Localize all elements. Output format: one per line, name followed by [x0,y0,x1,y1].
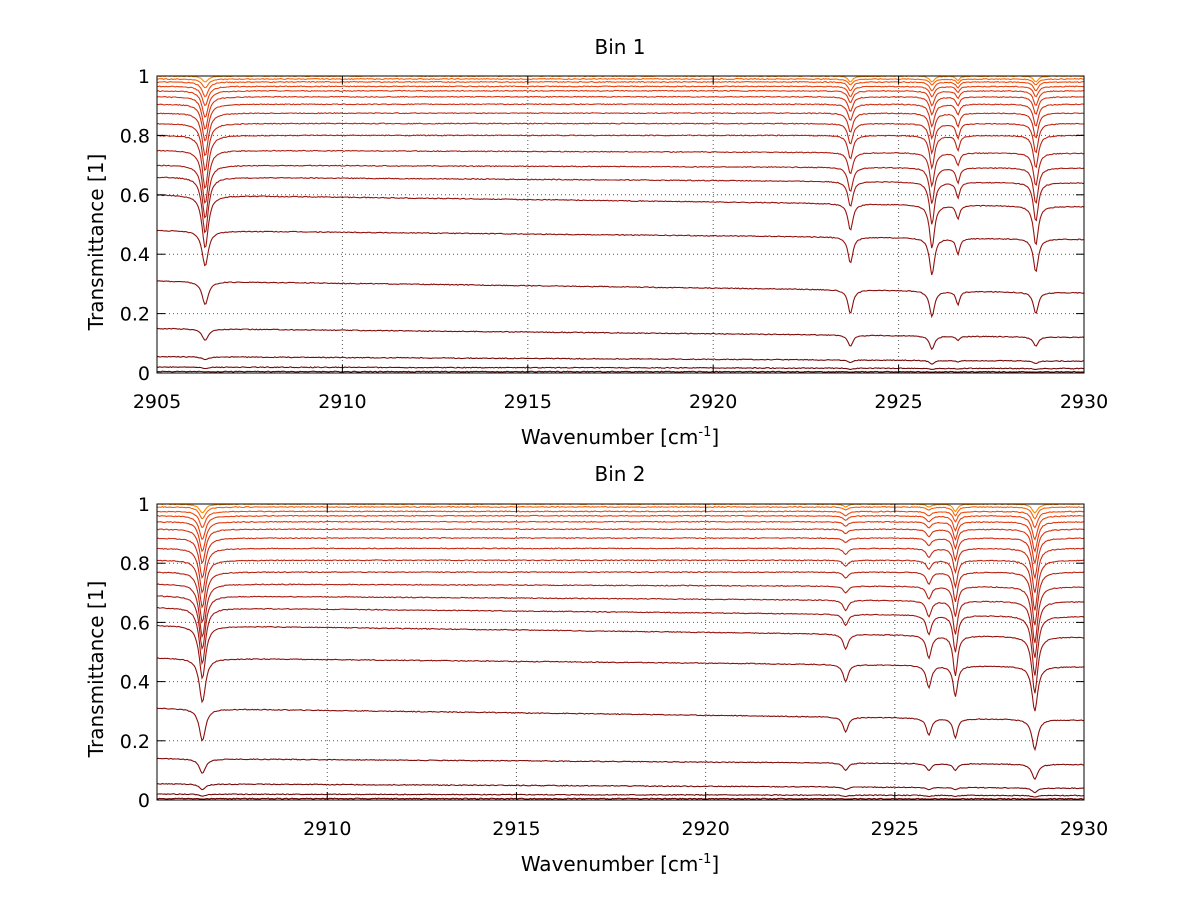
x-tick-label: 2910 [303,818,351,840]
x-axis-label: Wavenumber [cm-1] [521,425,719,449]
axes [156,75,1085,374]
axes-box [156,75,1085,374]
y-tick-label: 0.4 [120,672,150,694]
series-line [156,559,1085,611]
x-tick-label: 2915 [492,818,540,840]
y-tick-label: 0.2 [120,304,150,326]
series-line [156,520,1085,553]
series-line [156,528,1085,565]
series-line [156,164,1084,219]
x-tick-label: 2930 [1060,818,1108,840]
chart-title: Bin 2 [594,462,645,486]
series-line [156,103,1085,142]
x-tick-label: 2920 [689,391,737,413]
series-line [156,176,1085,234]
grid [157,76,1084,373]
x-tick-label: 2905 [133,391,181,413]
y-tick-label: 0.4 [120,244,150,266]
y-axis-label: Transmittance [1] [84,154,108,332]
x-axis-label: Wavenumber [cm-1] [521,852,719,876]
chart-bin-1: Bin 1 2905 2910 2915 2920 2925 2930 0 0.2 0.4 0.… [84,35,1108,449]
series-line [156,547,1085,594]
series-line [156,624,1084,694]
y-tick-label: 0.8 [120,553,150,575]
chart-title: Bin 1 [594,35,645,59]
series-line [156,327,1085,351]
series-line [156,80,1085,98]
series-line [156,366,1085,370]
y-tick-label: 1 [138,494,150,516]
series-line [156,229,1084,276]
series-line [156,122,1085,172]
series-line [156,797,1085,800]
series-line [157,607,1085,676]
series-line [156,355,1085,365]
series-line [157,595,1085,658]
x-tick-labels: 2905 2910 2915 2920 2925 2930 [133,391,1108,413]
axes-box [156,503,1085,801]
y-tick-labels: 0 0.2 0.4 0.6 0.8 1 [120,494,150,812]
y-tick-label: 0.6 [120,185,150,207]
y-tick-label: 0 [138,790,150,812]
x-tick-label: 2915 [504,391,552,413]
plot-area [156,503,1085,800]
y-tick-label: 0.8 [120,125,150,147]
series-line [156,536,1084,581]
series-line [157,280,1085,319]
series-line [156,134,1085,189]
x-tick-labels: 2910 2915 2920 2925 2930 [303,818,1108,840]
y-tick-label: 0.6 [120,612,150,634]
series-line [156,707,1084,752]
y-axis-label: Transmittance [1] [84,581,108,759]
grid [157,504,1084,800]
series-line [156,583,1084,644]
series-line [156,370,1084,373]
series-line [156,112,1084,157]
series-line [156,194,1085,249]
x-tick-label: 2910 [318,391,366,413]
series-line [156,89,1085,118]
chart-bin-2: Bin 2 2910 2915 2920 2925 2930 0 0.2 0.4 0.6 0.8… [84,462,1108,876]
series-line [156,85,1085,107]
series-line [156,757,1085,781]
series-line [156,793,1085,798]
x-tick-label: 2920 [681,818,729,840]
y-tick-label: 1 [138,66,150,88]
axes [156,503,1085,801]
series-line [156,782,1084,794]
x-tick-label: 2930 [1060,391,1108,413]
series-line [156,657,1084,712]
y-tick-label: 0.2 [120,731,150,753]
series-line [156,95,1085,130]
series-line [156,571,1085,626]
plot-area [156,75,1085,373]
x-tick-label: 2925 [874,391,922,413]
series-line [156,514,1084,541]
y-tick-labels: 0 0.2 0.4 0.6 0.8 1 [120,66,150,385]
x-tick-label: 2925 [871,818,919,840]
series-line [156,510,1085,529]
series-line [156,505,1085,520]
series-line [157,77,1085,89]
y-tick-label: 0 [138,363,150,385]
series-line [156,149,1085,204]
